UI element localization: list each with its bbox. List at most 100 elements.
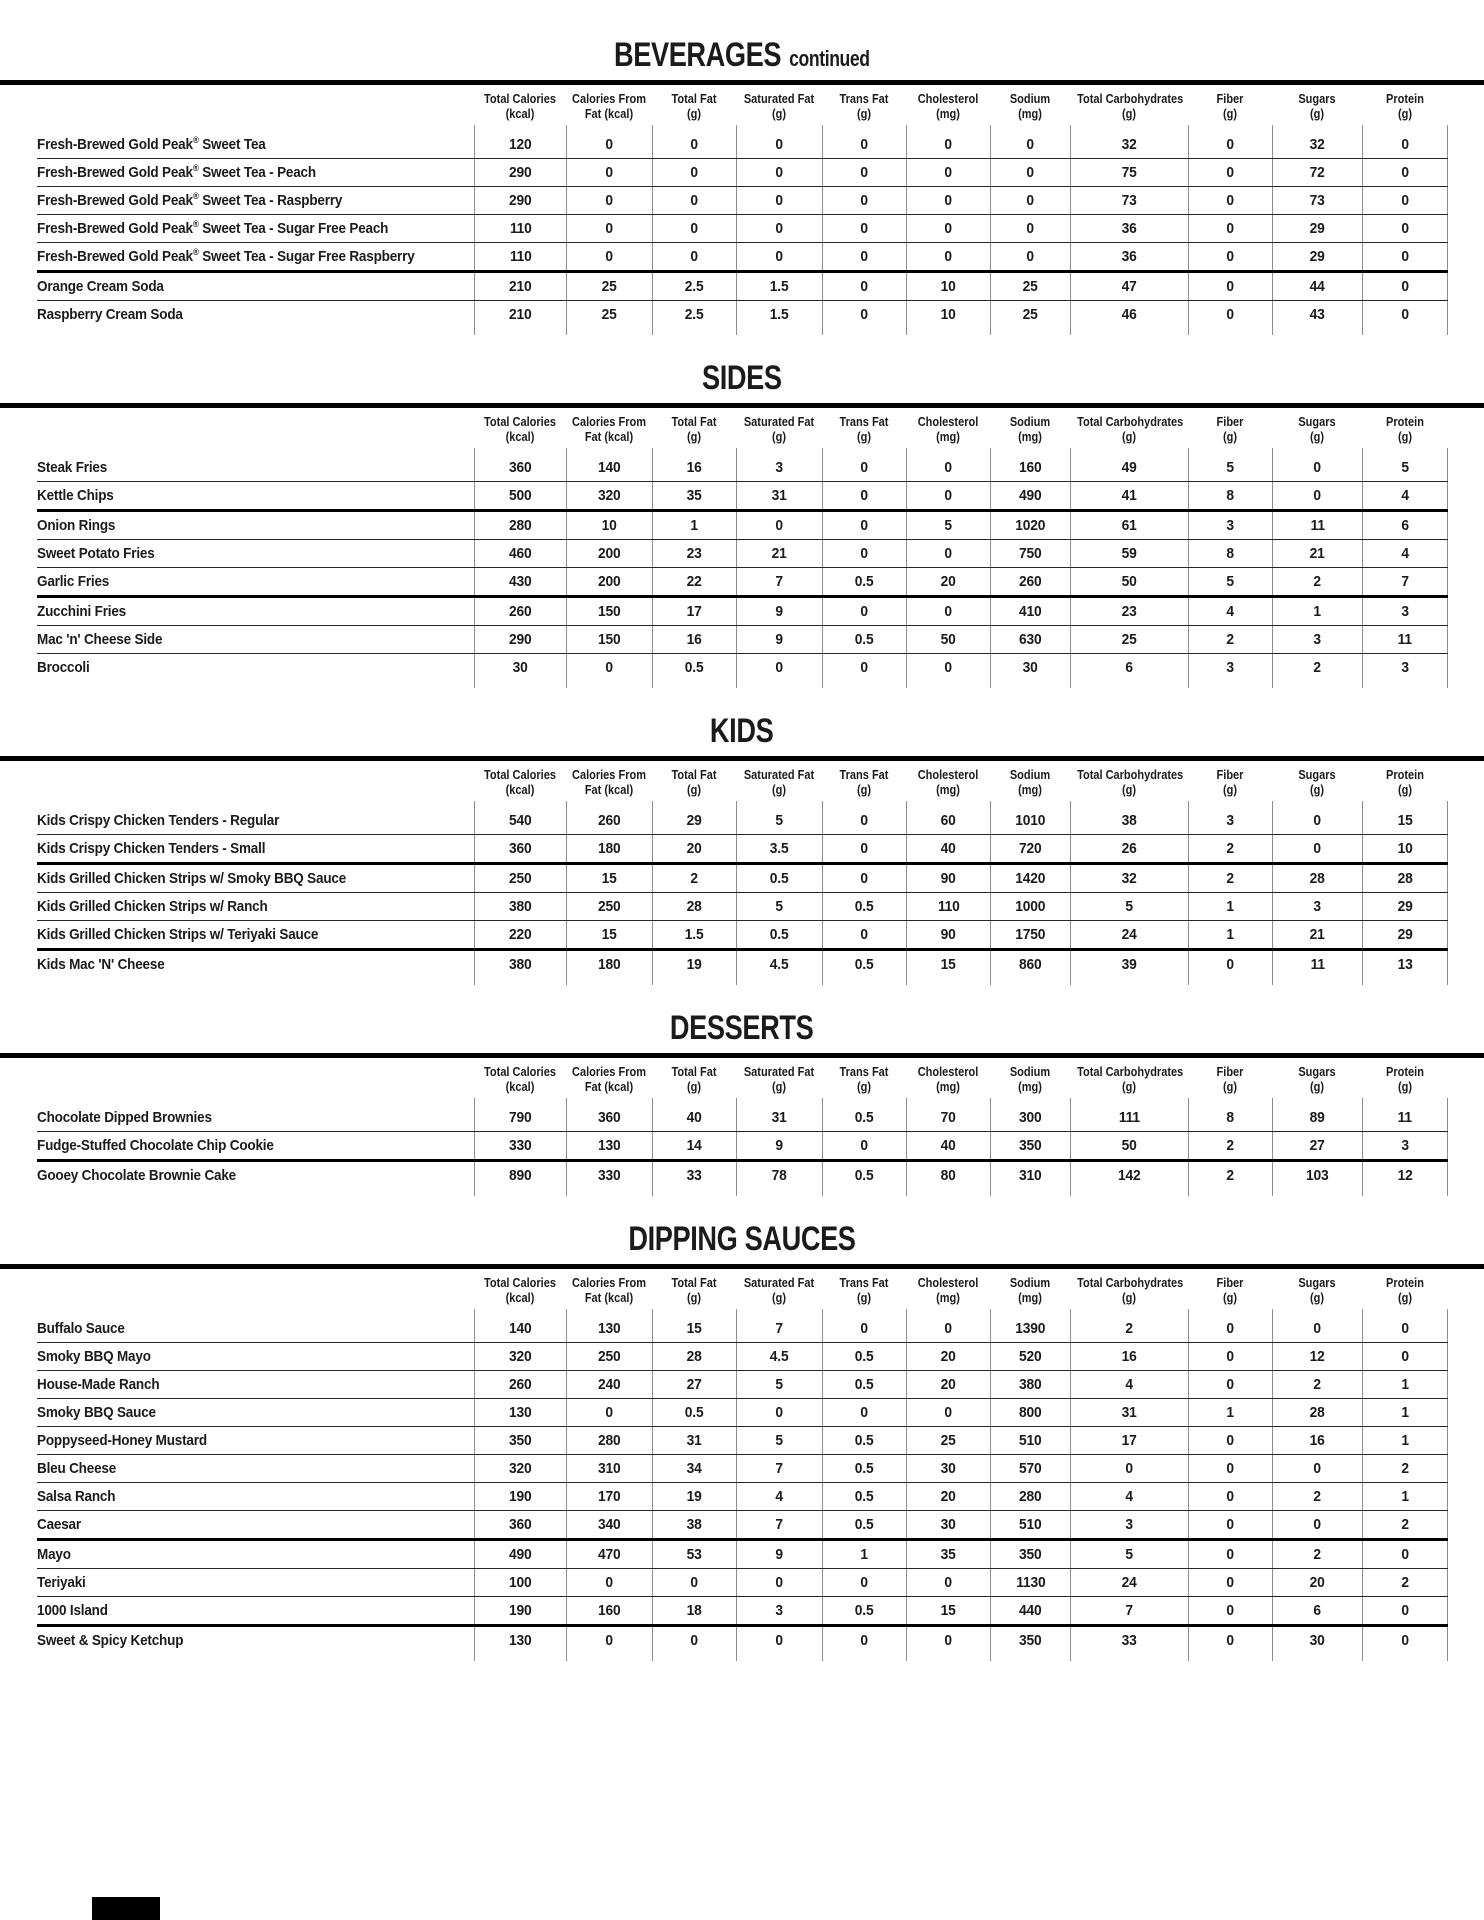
column-header: Cholesterol (mg) — [906, 415, 990, 448]
value: 19 — [686, 956, 702, 973]
table-row: Raspberry Cream Soda 210 25 2.5 1.5 0 10 25 46 0 4… — [37, 300, 1448, 328]
item-name-cell: Kids Crispy Chicken Tenders - Regular — [37, 807, 474, 834]
column-header-line1: Saturated Fat — [743, 415, 815, 429]
value: 360 — [509, 459, 532, 476]
value: 53 — [686, 1546, 702, 1563]
value-cell: 3.5 — [736, 835, 822, 862]
value: 12 — [1397, 1167, 1413, 1184]
value-cell: 2 — [1272, 1483, 1362, 1510]
value: 0 — [1313, 459, 1322, 476]
value-cell: 1 — [652, 512, 736, 539]
value: 36 — [1121, 220, 1137, 237]
column-header-line2: (mg) — [1018, 1080, 1042, 1094]
value: 27 — [686, 1376, 702, 1393]
value: 2 — [1125, 1320, 1134, 1337]
value: 0 — [944, 1320, 953, 1337]
value: 23 — [686, 545, 702, 562]
value-cell: 7 — [1362, 568, 1448, 595]
value: 290 — [509, 631, 532, 648]
value: 460 — [509, 545, 532, 562]
column-header-line1: Total Carbohydrates — [1077, 1065, 1184, 1079]
column-header-line1: Protein — [1386, 1276, 1424, 1290]
table-row: Garlic Fries 430 200 22 7 0.5 20 260 50 5 2 7 — [37, 567, 1448, 595]
guide-cell — [474, 448, 566, 454]
value-cell: 0 — [566, 1569, 652, 1596]
value: 29 — [1309, 220, 1325, 237]
value: 0 — [605, 1632, 614, 1649]
value: 470 — [598, 1546, 621, 1563]
value: 250 — [598, 898, 621, 915]
guide-cell — [822, 801, 906, 807]
value-cell: 6 — [1362, 512, 1448, 539]
value: 142 — [1118, 1167, 1141, 1184]
value-cell: 0 — [822, 512, 906, 539]
value-cell: 0 — [736, 187, 822, 214]
column-header: Saturated Fat (g) — [736, 1065, 822, 1098]
column-header-line2: (mg) — [936, 430, 960, 444]
value-cell: 0 — [566, 131, 652, 158]
value: 500 — [509, 487, 532, 504]
column-header-line2: (kcal) — [505, 430, 535, 444]
value-cell: 0 — [566, 159, 652, 186]
value: 7 — [1401, 573, 1409, 590]
column-header-line1: Sugars — [1298, 415, 1336, 429]
value-cell: 24 — [1070, 921, 1188, 948]
item-name: Sweet Potato Fries — [37, 545, 155, 562]
value-cell: 50 — [1070, 1132, 1188, 1159]
column-header-line1: Cholesterol — [917, 1065, 979, 1079]
tail-guides — [37, 1189, 1448, 1196]
value-cell: 73 — [1070, 187, 1188, 214]
column-header-line1: Total Calories — [484, 415, 556, 429]
value: 21 — [771, 545, 787, 562]
value-cell: 0 — [906, 540, 990, 567]
column-header-line1: Total Fat — [671, 1065, 717, 1079]
value-cell: 31 — [736, 482, 822, 509]
guide-cell — [1188, 1309, 1272, 1315]
section-divider-rule — [0, 756, 1484, 761]
guide-cell — [736, 448, 822, 454]
value-cell: 21 — [736, 540, 822, 567]
value-cell: 0 — [1272, 1455, 1362, 1482]
value-cell: 2 — [1272, 1541, 1362, 1568]
column-header-line1: Protein — [1386, 415, 1424, 429]
value: 350 — [1019, 1137, 1042, 1154]
value-cell: 2 — [1362, 1455, 1448, 1482]
guide-cell — [1362, 978, 1448, 985]
value: 0 — [1226, 164, 1235, 181]
value: 800 — [1019, 1404, 1042, 1421]
value: 20 — [940, 1348, 956, 1365]
guide-cell — [652, 1098, 736, 1104]
guide-name-cell — [37, 328, 474, 335]
column-header: Fiber (g) — [1188, 415, 1272, 448]
value-cell: 260 — [474, 598, 566, 625]
value-cell: 120 — [474, 131, 566, 158]
value-cell: 7 — [736, 568, 822, 595]
value: 0 — [1226, 278, 1235, 295]
value: 9 — [775, 631, 784, 648]
guide-cell — [566, 801, 652, 807]
value: 210 — [509, 306, 532, 323]
value-cell: 500 — [474, 482, 566, 509]
value: 38 — [686, 1516, 702, 1533]
value: 0 — [1226, 1320, 1235, 1337]
guide-cell — [1272, 448, 1362, 454]
column-header: Calories From Fat (kcal) — [566, 768, 652, 801]
guide-cell — [1362, 328, 1448, 335]
table-row: Zucchini Fries 260 150 17 9 0 0 410 23 4 1 3 — [37, 595, 1448, 625]
item-name-cell: Sweet & Spicy Ketchup — [37, 1627, 474, 1654]
value: 2 — [1401, 1516, 1409, 1533]
column-header: Saturated Fat (g) — [736, 92, 822, 125]
value: 5 — [1226, 573, 1235, 590]
column-header-line2: (g) — [771, 1080, 787, 1094]
value: 1 — [1226, 898, 1235, 915]
value-cell: 1 — [1188, 1399, 1272, 1426]
value: 1.5 — [770, 278, 789, 295]
value-cell: 2 — [1188, 835, 1272, 862]
value: 25 — [940, 1432, 956, 1449]
value: 0 — [690, 220, 699, 237]
value-cell: 0 — [1362, 159, 1448, 186]
value: 9 — [775, 1137, 784, 1154]
value: 32 — [1121, 870, 1137, 887]
value-cell: 0.5 — [822, 1597, 906, 1624]
item-name-cell: Fresh-Brewed Gold Peak® Sweet Tea - Peac… — [37, 159, 474, 186]
